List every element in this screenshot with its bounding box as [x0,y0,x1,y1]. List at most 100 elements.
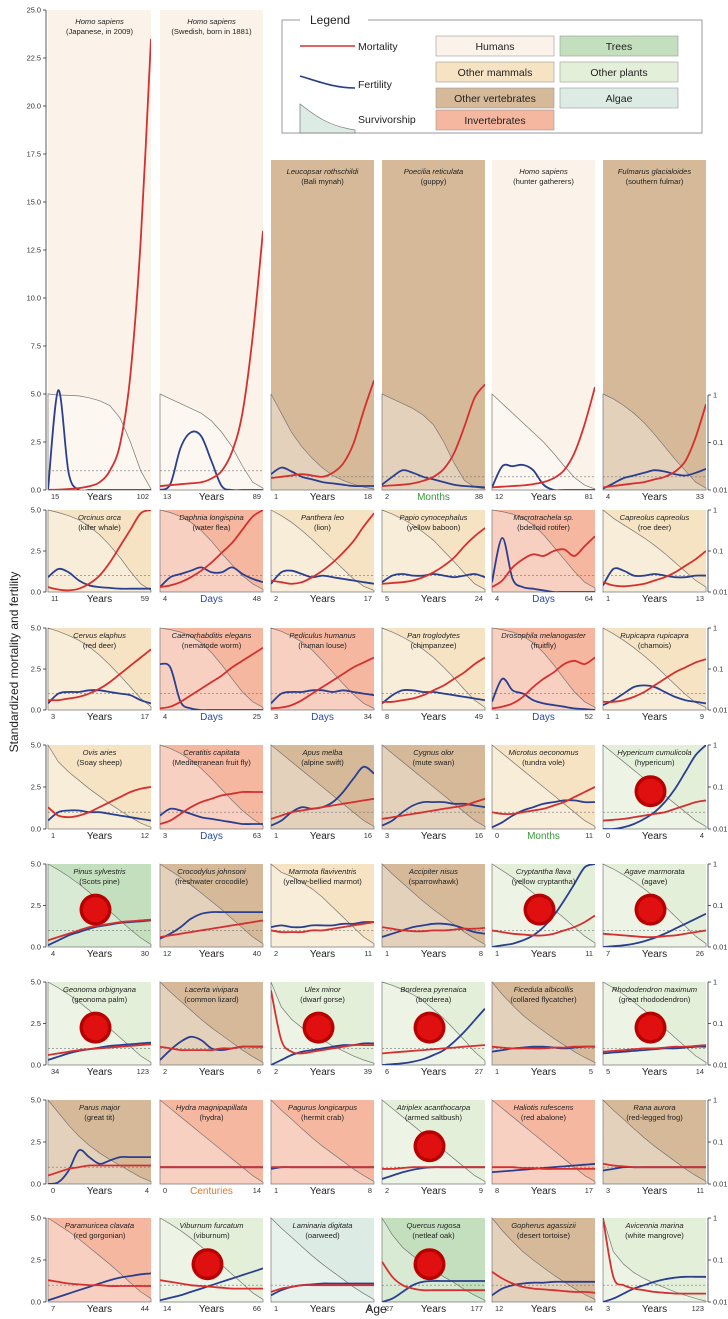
age-end-label: 26 [696,949,704,958]
right-tick-label: 1 [713,624,717,633]
right-tick-label: 0.01 [713,486,727,495]
age-end-label: 66 [253,1304,261,1313]
panel-common-name: (Mediterranean fruit fly) [172,758,251,767]
panel-common-name: (roe deer) [638,523,672,532]
panel-species: Orcinus orca [78,513,121,522]
age-start-label: 1 [495,1067,499,1076]
age-start-label: 3 [606,1304,610,1313]
legend-box-plants [559,61,679,83]
legend-box-invertebrates [435,109,555,131]
curves [382,922,485,938]
legend-survivorship-swatch [299,103,356,134]
panel: Marmota flaviventris(yellow-bellied marm… [270,863,375,960]
red-dot-marker-core [638,1015,663,1041]
mortality-line [382,527,485,585]
age-unit-label: Years [199,1067,224,1078]
age-start-label: 4 [495,594,499,603]
age-start-label: 7 [606,949,610,958]
mortality-line [271,1284,374,1293]
mortality-line [160,646,263,710]
fertility-line [160,1267,263,1302]
mortality-line [271,921,374,934]
left-tick-label: 2.5 [31,547,41,556]
left-tick-label: 2.5 [31,665,41,674]
right-axis-row5: 1 0.1 0.01 [707,978,727,1070]
age-unit-label: Years [310,1304,335,1315]
panel: Fulmarus glacialoides(southern fulmar) 4 3… [602,160,707,503]
mortality-line [271,990,374,1055]
mortality-line [160,919,263,938]
right-axis-row7: 1 0.1 0.01 [707,1214,727,1307]
age-start-label: 8 [495,1186,499,1195]
right-tick-label: 0.1 [713,783,723,792]
age-unit-label: Years [199,949,224,960]
mortality-line [382,926,485,933]
age-start-label: 12 [495,1304,503,1313]
age-start-label: 5 [606,1067,610,1076]
red-dot-marker-core [527,897,552,923]
curves [492,656,595,710]
panel-species: Pan troglodytes [407,631,460,640]
red-dot-marker-core [83,897,108,923]
fertility-line [48,389,151,490]
mortality-line [603,1162,706,1169]
age-end-label: 38 [475,492,483,501]
age-end-label: 5 [589,1067,593,1076]
fertility-line [382,688,485,705]
panel-species: Daphnia longispina [179,513,244,522]
panel-species: Accipiter nisus [408,867,458,876]
age-end-label: 16 [475,831,483,840]
red-dot-marker-core [417,1251,442,1277]
panel-common-name: (yellow baboon) [407,523,461,532]
mortality-line [48,1043,151,1056]
curves [492,386,595,490]
age-unit-label: Years [421,831,446,842]
age-end-label: 9 [700,712,704,721]
age-unit-label: Years [310,949,335,960]
panel-background [492,982,595,1065]
left-tick-label: 5.0 [31,741,41,750]
mortality-line [382,1166,485,1170]
age-start-label: 0 [495,831,499,840]
fertility-line [160,662,263,710]
survivorship-area [381,393,486,491]
age-unit-label: Years [421,1186,446,1197]
age-end-label: 48 [253,594,261,603]
right-tick-label: 0.1 [713,547,723,556]
curves [160,510,263,588]
panel-background [492,628,595,710]
panel-species: Rupicapra rupicapra [620,631,688,640]
left-axis-row5: 0.0 2.5 5.0 [31,978,47,1070]
right-tick-label: 1 [713,741,717,750]
legend-survivorship-label: Survivorship [358,114,416,126]
y-axis-label: Standardized mortality and fertility [7,572,21,753]
panel-common-name: (red deer) [83,641,117,650]
age-unit-label: Days [311,712,334,723]
panel-background [603,1100,706,1184]
survivorship-area [381,1216,486,1303]
red-dot-marker-core [417,1015,442,1041]
panel: Pediculus humanus(human louse) 3 34 Days [270,627,375,723]
left-tick-label: 10.0 [27,294,41,303]
survivorship-area [47,627,152,711]
curves [271,380,374,488]
panel-background [382,864,485,947]
panel: Paramuricea clavata(red gorgonian) 7 44 Yea… [47,1217,152,1315]
panel-common-name: (lion) [314,523,331,532]
age-end-label: 11 [364,949,372,958]
panel-common-name: (dwarf gorse) [300,995,345,1004]
age-start-label: 12 [495,492,503,501]
age-start-label: 2 [274,949,278,958]
age-start-label: 4 [163,712,167,721]
age-unit-label: Years [199,492,224,503]
legend-label-mammals: Other mammals [458,67,533,79]
age-unit-label: Years [87,1186,112,1197]
mortality-line [48,1279,151,1287]
left-tick-label: 15.0 [27,198,41,207]
panel-background [492,510,595,592]
panel: Cygnus olor(mute swan) 3 16 Years [381,744,486,842]
mortality-line [271,656,374,710]
mortality-line [492,656,595,710]
mortality-line [603,550,706,588]
panel-species: Geonoma orbignyana [63,985,136,994]
